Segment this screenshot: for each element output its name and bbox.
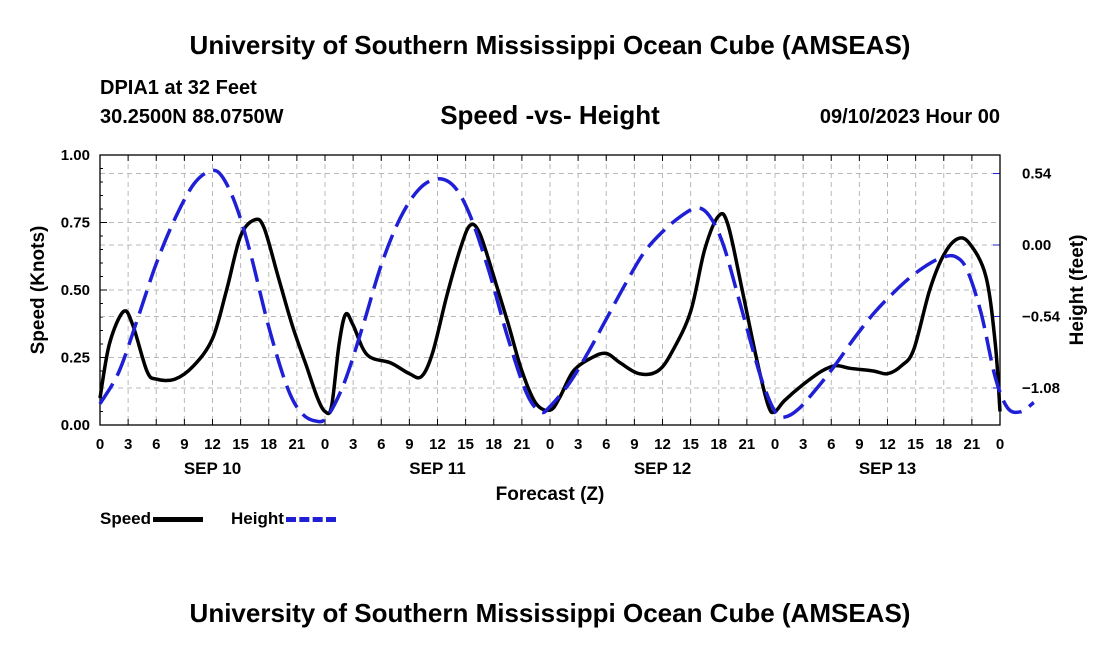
x-tick-label: 9 xyxy=(405,436,413,453)
x-tick-label: 12 xyxy=(879,436,896,453)
y-left-tick-label: 1.00 xyxy=(61,147,90,164)
y-left-tick-label: 0.00 xyxy=(61,417,90,434)
x-tick-label: 12 xyxy=(654,436,671,453)
chart-subtitle: Speed -vs- Height xyxy=(440,100,660,130)
x-tick-label: 15 xyxy=(232,436,249,453)
station-label: DPIA1 at 32 Feet xyxy=(100,77,257,99)
x-tick-label: 0 xyxy=(96,436,104,453)
y-right-axis-title: Height (feet) xyxy=(1067,235,1088,346)
x-tick-label: 21 xyxy=(739,436,756,453)
legend-speed-swatch xyxy=(153,516,204,522)
y-left-tick-label: 0.25 xyxy=(61,350,90,367)
y-left-tick-label: 0.50 xyxy=(61,282,90,299)
date-label: 09/10/2023 Hour 00 xyxy=(819,106,1000,128)
legend-speed: Speed xyxy=(100,509,204,529)
y-left-tick-label: 0.75 xyxy=(61,215,90,232)
x-tick-label: 3 xyxy=(349,436,357,453)
x-tick-label: 9 xyxy=(855,436,863,453)
x-tick-label: 9 xyxy=(180,436,188,453)
x-tick-label: 18 xyxy=(485,436,502,453)
x-tick-label: 3 xyxy=(124,436,132,453)
x-tick-label: 6 xyxy=(602,436,610,453)
y-right-tick-label: −0.54 xyxy=(1022,308,1061,325)
x-tick-label: 6 xyxy=(377,436,385,453)
x-tick-label: 0 xyxy=(996,436,1004,453)
x-tick-label: 18 xyxy=(260,436,277,453)
x-tick-label: 15 xyxy=(907,436,924,453)
y-right-tick-label: 0.54 xyxy=(1022,166,1052,183)
x-day-label: SEP 10 xyxy=(184,459,241,478)
x-tick-label: 18 xyxy=(935,436,952,453)
x-tick-label: 6 xyxy=(152,436,160,453)
x-tick-label: 15 xyxy=(457,436,474,453)
x-tick-label: 12 xyxy=(204,436,221,453)
x-day-label: SEP 11 xyxy=(409,459,465,478)
x-tick-label: 12 xyxy=(429,436,446,453)
legend-height-swatch xyxy=(285,516,336,522)
page-title: University of Southern Mississippi Ocean… xyxy=(189,30,911,60)
footer-title: University of Southern Mississippi Ocean… xyxy=(189,598,911,628)
x-tick-label: 21 xyxy=(964,436,981,453)
legend-height: Height xyxy=(231,509,336,529)
x-tick-label: 0 xyxy=(321,436,329,453)
x-tick-label: 15 xyxy=(682,436,699,453)
x-day-label: SEP 13 xyxy=(859,459,916,478)
series-line-speed xyxy=(98,211,1002,416)
x-day-label: SEP 12 xyxy=(634,459,691,478)
x-tick-label: 3 xyxy=(574,436,582,453)
x-tick-label: 18 xyxy=(710,436,727,453)
x-tick-label: 6 xyxy=(827,436,835,453)
x-tick-label: 21 xyxy=(514,436,531,453)
x-tick-label: 21 xyxy=(289,436,306,453)
series-line-height xyxy=(98,168,1035,424)
legend-height-label: Height xyxy=(231,509,284,528)
legend-speed-label: Speed xyxy=(100,509,152,528)
x-tick-label: 0 xyxy=(771,436,779,453)
coordinates-label: 30.2500N 88.0750W xyxy=(100,106,284,128)
x-tick-label: 9 xyxy=(630,436,638,453)
y-right-tick-label: −1.08 xyxy=(1022,380,1060,397)
x-axis-title: Forecast (Z) xyxy=(496,484,605,505)
plot-frame xyxy=(99,154,1001,426)
x-tick-label: 0 xyxy=(546,436,554,453)
y-left-axis-title: Speed (Knots) xyxy=(28,226,49,355)
x-tick-label: 3 xyxy=(799,436,807,453)
y-right-tick-label: 0.00 xyxy=(1022,237,1051,254)
